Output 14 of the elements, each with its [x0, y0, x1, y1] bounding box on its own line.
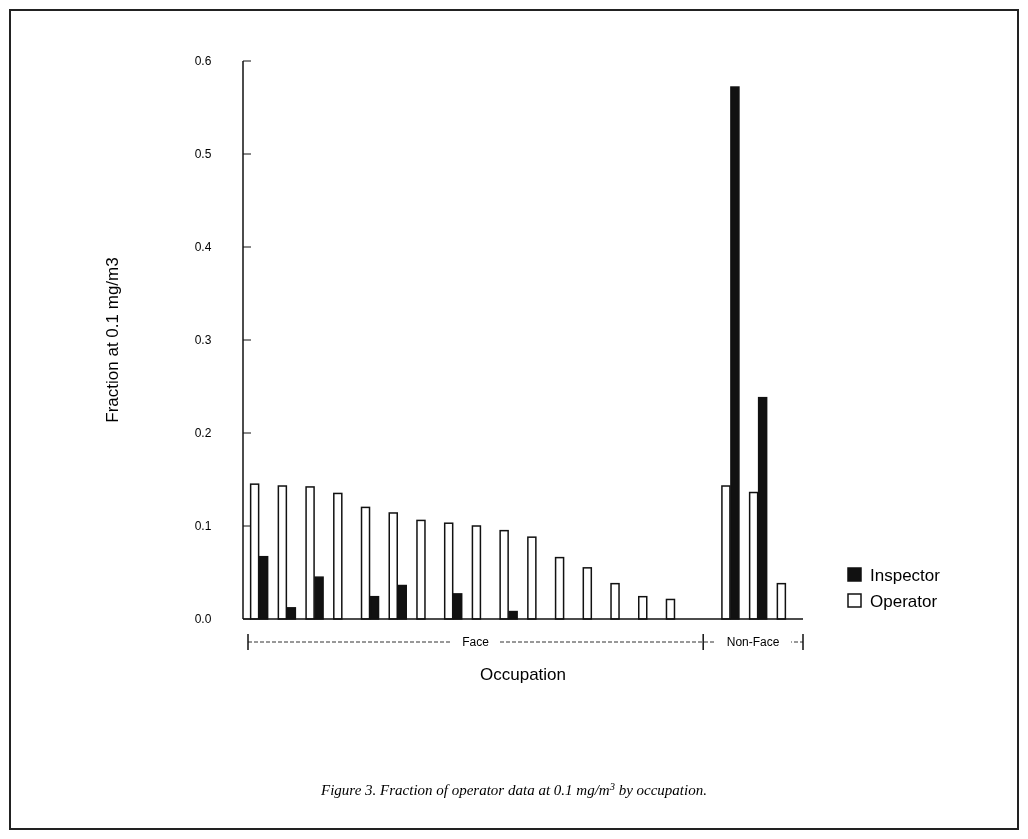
caption: Figure 3. Fraction of operator data at 0.1 mg/m$^{3}$ by occupation.: [320, 780, 707, 798]
x-axis-title: Occupation: [480, 665, 566, 684]
y-axis-title: Fraction at 0.1 mg/m3: [103, 257, 122, 423]
y-tick-label: 0.6: [194, 54, 212, 69]
y-tick-label: 0.5: [194, 147, 212, 162]
text: Non-Face: [726, 635, 780, 650]
y-tick-label: 0.4: [194, 240, 212, 255]
y-tick-label: 0.0: [194, 612, 212, 627]
y-tick-label: 0.2: [194, 426, 212, 441]
text: Face: [462, 635, 490, 650]
y-tick-label: 0.3: [194, 333, 212, 348]
legend-label: Operator: [870, 591, 938, 611]
y-tick-label: 0.1: [194, 519, 212, 534]
legend-label: Inspector: [870, 565, 941, 585]
